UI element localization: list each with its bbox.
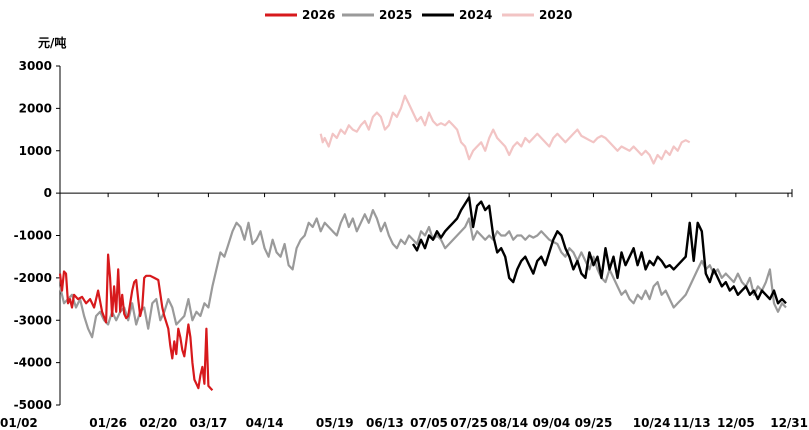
legend-label-2024: 2024 (459, 8, 492, 22)
x-tick-label: 07/25 (450, 416, 488, 430)
y-tick-label: -1000 (14, 229, 52, 243)
x-tick-label: 02/20 (139, 416, 177, 430)
x-tick-label: 09/25 (575, 416, 613, 430)
x-tick-label: 10/24 (633, 416, 671, 430)
y-tick-label: -3000 (14, 313, 52, 327)
x-tick-label: 06/13 (366, 416, 404, 430)
y-tick-label: -2000 (14, 271, 52, 285)
y-tick-label: 1000 (19, 144, 52, 158)
y-tick-label: 2000 (19, 101, 52, 115)
y-tick-label: 3000 (19, 59, 52, 73)
x-axis: 01/02 01/26 02/20 03/17 04/14 05/19 06/13 07/05… (0, 189, 808, 430)
y-tick-label: 0 (44, 186, 52, 200)
x-tick-label: 08/14 (490, 416, 528, 430)
x-tick-label: 01/02 (0, 416, 38, 430)
series-layer (58, 94, 787, 391)
legend-label-2025: 2025 (379, 8, 412, 22)
series-line-2025 (58, 209, 787, 339)
series-line-2024 (411, 196, 787, 305)
x-tick-label: 07/05 (410, 416, 448, 430)
legend-label-2020: 2020 (539, 8, 572, 22)
y-axis: 3000 2000 1000 0 -1000 -2000 -3000 -4000 -5000 (14, 59, 61, 412)
x-tick-label: 12/05 (717, 416, 755, 430)
x-tick-label: 11/13 (673, 416, 711, 430)
x-tick-label: 12/31 (770, 416, 808, 430)
x-tick-label: 05/19 (316, 416, 354, 430)
x-tick-label: 01/26 (89, 416, 127, 430)
legend-label-2026: 2026 (302, 8, 335, 22)
series-line-2026 (58, 253, 214, 391)
x-tick-label: 04/14 (246, 416, 284, 430)
y-axis-unit-label: 元/吨 (38, 35, 66, 50)
x-tick-label: 03/17 (190, 416, 228, 430)
y-tick-label: -4000 (14, 356, 52, 370)
series-line-2020 (319, 94, 691, 165)
y-tick-label: -5000 (14, 398, 52, 412)
legend: 2026 2025 2024 2020 (265, 8, 572, 22)
x-tick-label: 09/04 (532, 416, 570, 430)
